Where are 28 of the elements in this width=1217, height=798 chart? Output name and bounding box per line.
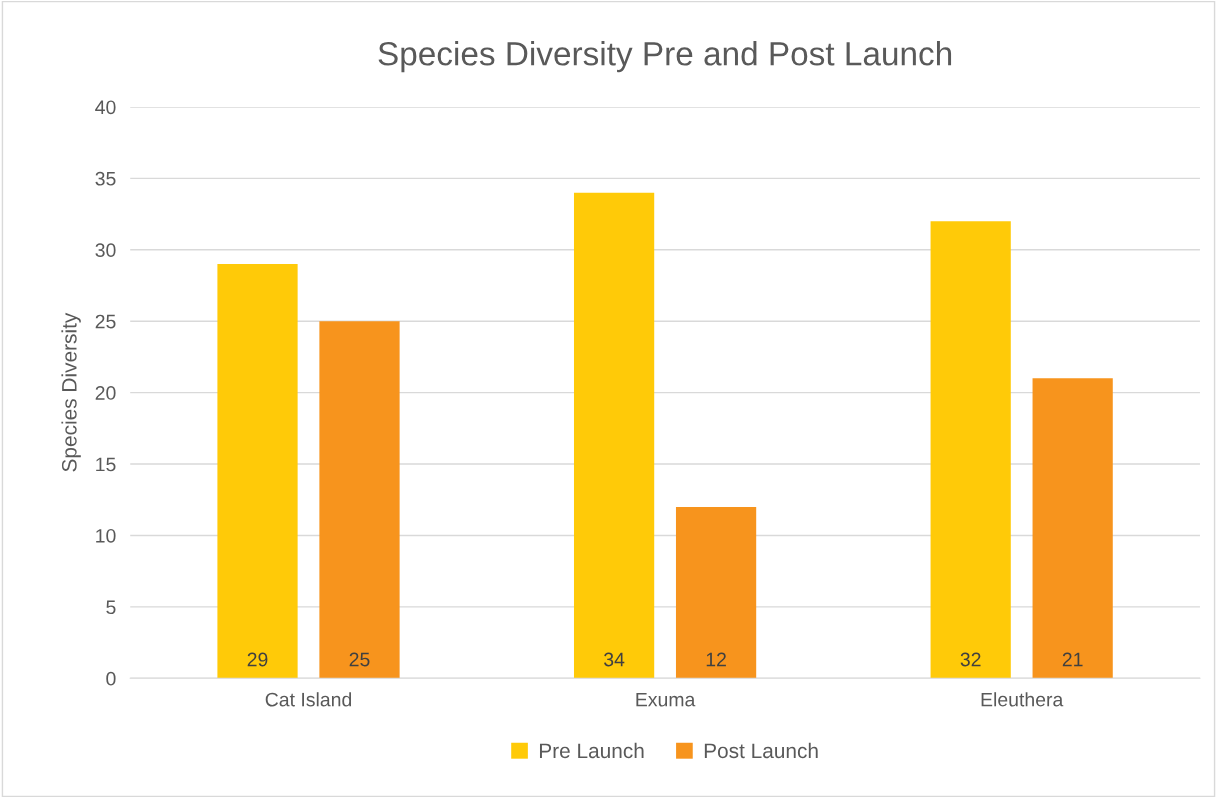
y-axis-title: Species Diversity xyxy=(61,312,81,472)
bar xyxy=(675,506,757,679)
y-tick-label: 20 xyxy=(95,386,116,400)
y-tick-label: 30 xyxy=(95,243,116,258)
data-label: 32 xyxy=(960,652,981,667)
data-label: 29 xyxy=(247,652,268,667)
y-tick-label: 10 xyxy=(96,528,116,543)
y-tick-label: 25 xyxy=(95,314,116,329)
bar xyxy=(1032,378,1113,679)
legend-label: Post Launch xyxy=(704,742,818,759)
y-tick-label: 35 xyxy=(95,171,116,186)
y-tick-label: 40 xyxy=(95,100,116,115)
data-label: 25 xyxy=(349,652,370,667)
bar xyxy=(573,192,655,679)
legend-label: Pre Launch xyxy=(539,742,644,759)
data-label: 34 xyxy=(604,652,625,667)
bar xyxy=(217,264,298,679)
chart-title: Species Diversity Pre and Post Launch xyxy=(378,41,952,73)
y-tick-label: 0 xyxy=(106,671,116,686)
data-label: 12 xyxy=(706,652,726,667)
data-label: 21 xyxy=(1062,652,1083,667)
y-tick-label: 5 xyxy=(106,600,116,615)
bar xyxy=(319,321,400,679)
x-tick-label: Eleuthera xyxy=(981,692,1064,707)
bar xyxy=(930,221,1011,679)
y-tick-label: 15 xyxy=(96,457,116,472)
x-tick-label: Cat Island xyxy=(265,692,352,707)
x-tick-label: Exuma xyxy=(636,692,696,707)
